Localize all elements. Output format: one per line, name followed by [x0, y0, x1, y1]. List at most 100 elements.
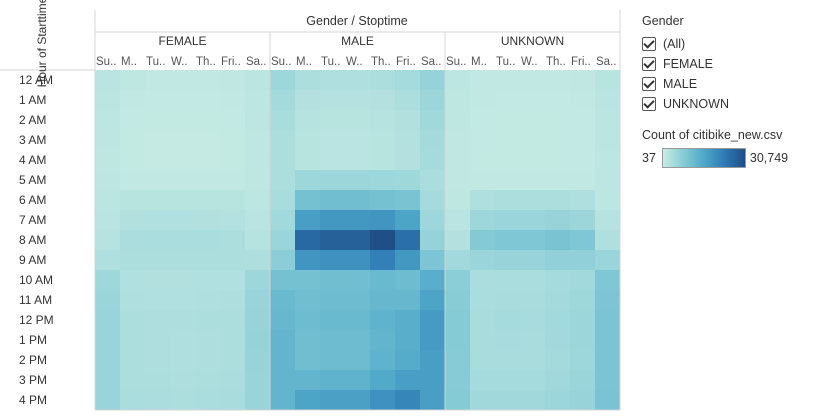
heatmap-cell[interactable]: [345, 70, 370, 90]
heatmap-cell[interactable]: [195, 210, 220, 230]
heatmap-cell[interactable]: [220, 130, 245, 150]
heatmap-cell[interactable]: [95, 390, 120, 410]
heatmap-cell[interactable]: [370, 330, 395, 350]
heatmap-cell[interactable]: [95, 90, 120, 110]
heatmap-cell[interactable]: [170, 190, 195, 210]
heatmap-cell[interactable]: [220, 190, 245, 210]
heatmap-cell[interactable]: [420, 330, 445, 350]
heatmap-cell[interactable]: [370, 170, 395, 190]
heatmap-cell[interactable]: [270, 370, 295, 390]
heatmap-cell[interactable]: [495, 310, 520, 330]
heatmap-cell[interactable]: [420, 170, 445, 190]
heatmap-cell[interactable]: [595, 270, 620, 290]
heatmap-cell[interactable]: [445, 230, 470, 250]
heatmap-cell[interactable]: [95, 70, 120, 90]
heatmap-cell[interactable]: [395, 310, 420, 330]
heatmap-cell[interactable]: [545, 110, 570, 130]
heatmap-cell[interactable]: [445, 290, 470, 310]
heatmap-cell[interactable]: [120, 70, 145, 90]
heatmap-cell[interactable]: [245, 290, 270, 310]
heatmap-cell[interactable]: [220, 210, 245, 230]
heatmap-cell[interactable]: [245, 330, 270, 350]
heatmap-cell[interactable]: [370, 270, 395, 290]
heatmap-cell[interactable]: [95, 230, 120, 250]
heatmap-cell[interactable]: [495, 210, 520, 230]
heatmap-cell[interactable]: [370, 110, 395, 130]
heatmap-cell[interactable]: [320, 210, 345, 230]
heatmap-cell[interactable]: [95, 350, 120, 370]
heatmap-cell[interactable]: [445, 330, 470, 350]
heatmap-cell[interactable]: [120, 350, 145, 370]
heatmap-cell[interactable]: [570, 290, 595, 310]
heatmap-cell[interactable]: [295, 290, 320, 310]
heatmap-cell[interactable]: [195, 330, 220, 350]
heatmap-cell[interactable]: [570, 190, 595, 210]
heatmap-cell[interactable]: [345, 290, 370, 310]
heatmap-cell[interactable]: [470, 110, 495, 130]
heatmap-cell[interactable]: [595, 230, 620, 250]
heatmap-cell[interactable]: [345, 330, 370, 350]
heatmap-cell[interactable]: [345, 270, 370, 290]
heatmap-cell[interactable]: [195, 170, 220, 190]
heatmap-cell[interactable]: [570, 130, 595, 150]
heatmap-cell[interactable]: [420, 390, 445, 410]
heatmap-cell[interactable]: [520, 250, 545, 270]
heatmap-cell[interactable]: [195, 230, 220, 250]
heatmap-cell[interactable]: [320, 350, 345, 370]
heatmap-cell[interactable]: [345, 190, 370, 210]
heatmap-cell[interactable]: [470, 190, 495, 210]
heatmap-cell[interactable]: [595, 190, 620, 210]
heatmap-cell[interactable]: [370, 70, 395, 90]
heatmap-cell[interactable]: [520, 290, 545, 310]
heatmap-cell[interactable]: [495, 250, 520, 270]
heatmap-cell[interactable]: [95, 110, 120, 130]
heatmap-cell[interactable]: [545, 350, 570, 370]
heatmap-cell[interactable]: [220, 390, 245, 410]
heatmap-cell[interactable]: [420, 130, 445, 150]
heatmap-cell[interactable]: [170, 90, 195, 110]
legend-item-unknown[interactable]: UNKNOWN: [642, 94, 817, 114]
heatmap-cell[interactable]: [295, 70, 320, 90]
heatmap-cell[interactable]: [195, 90, 220, 110]
heatmap-cell[interactable]: [320, 90, 345, 110]
heatmap-cell[interactable]: [195, 70, 220, 90]
heatmap-cell[interactable]: [95, 370, 120, 390]
heatmap-cell[interactable]: [295, 150, 320, 170]
heatmap-cell[interactable]: [220, 250, 245, 270]
heatmap-cell[interactable]: [570, 90, 595, 110]
heatmap-cell[interactable]: [95, 130, 120, 150]
heatmap-cell[interactable]: [595, 90, 620, 110]
heatmap-cell[interactable]: [270, 130, 295, 150]
heatmap-cell[interactable]: [295, 330, 320, 350]
heatmap-cell[interactable]: [395, 250, 420, 270]
heatmap-cell[interactable]: [145, 130, 170, 150]
heatmap-cell[interactable]: [370, 290, 395, 310]
heatmap-cell[interactable]: [370, 250, 395, 270]
heatmap-cell[interactable]: [120, 190, 145, 210]
heatmap-cell[interactable]: [445, 210, 470, 230]
heatmap-cell[interactable]: [420, 310, 445, 330]
heatmap-cell[interactable]: [270, 70, 295, 90]
heatmap-cell[interactable]: [120, 290, 145, 310]
heatmap-cell[interactable]: [170, 310, 195, 330]
checkbox-checked-icon[interactable]: [642, 97, 656, 111]
heatmap-cell[interactable]: [395, 150, 420, 170]
heatmap-cell[interactable]: [370, 150, 395, 170]
heatmap-cell[interactable]: [95, 150, 120, 170]
heatmap-cell[interactable]: [320, 250, 345, 270]
heatmap-cell[interactable]: [295, 170, 320, 190]
heatmap-cell[interactable]: [120, 170, 145, 190]
heatmap-cell[interactable]: [495, 230, 520, 250]
heatmap-cell[interactable]: [395, 70, 420, 90]
heatmap-cell[interactable]: [145, 310, 170, 330]
heatmap-cell[interactable]: [295, 390, 320, 410]
heatmap-cell[interactable]: [495, 330, 520, 350]
heatmap-cell[interactable]: [195, 130, 220, 150]
heatmap-cell[interactable]: [345, 170, 370, 190]
heatmap-cell[interactable]: [120, 90, 145, 110]
heatmap-cell[interactable]: [495, 150, 520, 170]
heatmap-cell[interactable]: [470, 130, 495, 150]
heatmap-cell[interactable]: [570, 170, 595, 190]
heatmap-cell[interactable]: [445, 170, 470, 190]
heatmap-cell[interactable]: [145, 330, 170, 350]
